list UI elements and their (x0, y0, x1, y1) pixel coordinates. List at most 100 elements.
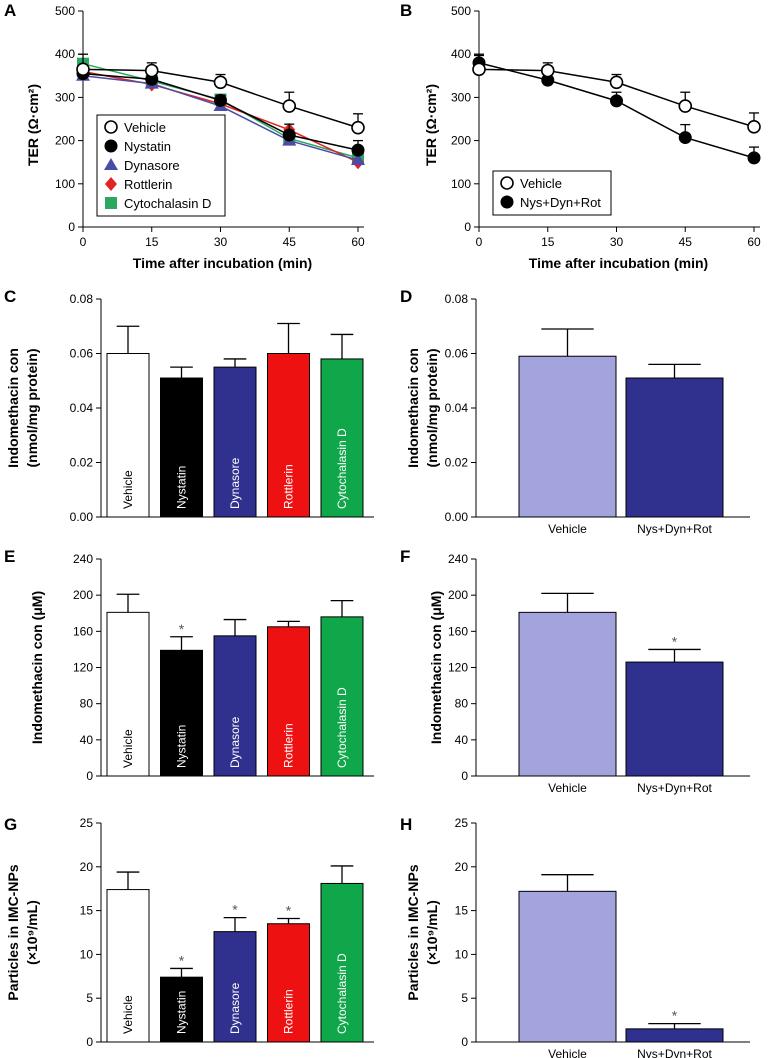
point-nys-dyn-rot (610, 94, 623, 108)
y-tick-label: 160 (73, 624, 93, 638)
legend-box (96, 114, 226, 217)
y-axis-title: Particles in IMC-NPs (405, 864, 421, 1000)
y-tick-label: 0 (464, 220, 471, 234)
legend-label-dynasore: Dynasore (124, 158, 180, 173)
x-tick-label: 45 (283, 235, 297, 249)
bar-label-cytochalasin-d: Cytochalasin D (335, 428, 349, 509)
bar-label-nystatin: Nystatin (175, 725, 189, 768)
bar-label-rottlerin: Rottlerin (282, 723, 296, 768)
y-tick-label: 200 (55, 134, 75, 148)
x-tick-label: 30 (610, 235, 624, 249)
y-tick-label: 160 (448, 624, 468, 638)
point-vehicle (472, 62, 486, 77)
x-tick-label: 45 (679, 235, 693, 249)
bar-rottlerin (267, 353, 310, 518)
y-tick-label: 0.08 (445, 292, 469, 306)
point-nystatin (351, 143, 365, 157)
bar-label-vehicle: Vehicle (121, 470, 135, 509)
legend-label-vehicle: Vehicle (124, 120, 166, 135)
y-tick-label: 0.06 (70, 347, 94, 361)
category-label-nys-dyn-rot: Nys+Dyn+Rot (637, 522, 712, 536)
y-tick-label: 0.02 (70, 456, 94, 470)
legend-label-nys-dyn-rot: Nys+Dyn+Rot (520, 195, 601, 210)
y-tick-label: 10 (455, 947, 469, 961)
point-nys-dyn-rot (678, 131, 692, 145)
y-tick-label: 400 (451, 47, 471, 61)
y-tick-label: 400 (55, 47, 75, 61)
y-axis-title: TER (Ω·cm²) (25, 84, 41, 166)
significance-marker: * (179, 621, 185, 637)
bar-cytochalasin-d (320, 882, 364, 1043)
panel-g: G 0 5 10 15 20 25 Vehicle * Nystatin * Dynasore * Rot… (4, 815, 374, 1049)
panel-a: A 0 100 200 300 400 500 0 15 30 45 60 Time after inc… (4, 1, 365, 271)
y-tick-label: 0 (86, 769, 93, 783)
legend-marker-vehicle (500, 176, 514, 190)
significance-marker: * (672, 1008, 678, 1024)
point-dynasore (351, 153, 365, 166)
point-vehicle (282, 99, 297, 113)
y-tick-label: 80 (80, 697, 94, 711)
y-tick-label: 10 (80, 947, 94, 961)
x-tick-label: 15 (541, 235, 555, 249)
bar-vehicle (106, 889, 150, 1043)
y-tick-label: 25 (455, 816, 469, 830)
legend-label-cytochalasin-d: Cytochalasin D (124, 196, 211, 211)
bar-nys-dyn-rot (625, 1028, 724, 1043)
y-tick-label: 300 (55, 90, 75, 104)
y-tick-label: 20 (80, 860, 94, 874)
y-tick-label: 100 (451, 177, 471, 191)
y-tick-label: 5 (461, 991, 468, 1005)
y-tick-label: 100 (55, 177, 75, 191)
y-axis-title: Particles in IMC-NPs (5, 864, 21, 1000)
y-tick-label: 240 (73, 552, 93, 566)
bar-label-vehicle: Vehicle (121, 729, 135, 768)
legend-marker-dynasore (104, 158, 118, 170)
bar-label-cytochalasin-d: Cytochalasin D (335, 953, 349, 1034)
y-tick-label: 5 (86, 991, 93, 1005)
point-vehicle (76, 62, 90, 77)
bar-nys-dyn-rot (625, 377, 724, 518)
bar-cytochalasin-d (320, 358, 364, 518)
legend-marker-vehicle (104, 120, 118, 134)
significance-marker: * (286, 902, 292, 918)
y-tick-label: 240 (448, 552, 468, 566)
y-tick-label: 20 (455, 860, 469, 874)
bar-dynasore (213, 366, 257, 518)
bar-vehicle (106, 611, 150, 777)
panel-letter: B (400, 1, 412, 20)
bar-vehicle (518, 890, 617, 1043)
y-axis-title: TER (Ω·cm²) (423, 84, 439, 166)
bar-nystatin (160, 377, 203, 518)
legend-label-vehicle: Vehicle (520, 176, 562, 191)
y-tick-label: 0 (86, 1035, 93, 1049)
legend-box (492, 170, 612, 216)
y-axis-title: (×10⁹/mL) (424, 900, 440, 965)
panel-letter: A (4, 1, 16, 20)
bar-dynasore (213, 931, 257, 1043)
y-tick-label: 200 (451, 134, 471, 148)
y-tick-label: 200 (448, 588, 468, 602)
y-tick-label: 300 (451, 90, 471, 104)
y-tick-label: 0.00 (70, 510, 94, 524)
x-tick-label: 15 (145, 235, 159, 249)
bar-label-rottlerin: Rottlerin (282, 989, 296, 1034)
y-tick-label: 0 (461, 769, 468, 783)
y-axis-title: (×10⁹/mL) (24, 900, 40, 965)
panel-letter: C (4, 287, 16, 306)
category-label-nys-dyn-rot: Nys+Dyn+Rot (637, 781, 712, 795)
panel-b: B 0 100 200 300 400 500 0 15 30 45 60 Time after inc… (400, 1, 761, 271)
significance-marker: * (232, 902, 238, 918)
legend-label-rottlerin: Rottlerin (124, 177, 172, 192)
y-tick-label: 40 (455, 733, 469, 747)
y-tick-label: 500 (55, 4, 75, 18)
bar-nys-dyn-rot (625, 661, 724, 777)
point-nystatin (214, 93, 227, 107)
legend-label-nystatin: Nystatin (124, 139, 171, 154)
y-tick-label: 0 (68, 220, 75, 234)
category-label-nys-dyn-rot: Nys+Dyn+Rot (637, 1047, 712, 1058)
legend-marker-cytochalasin-d (105, 197, 117, 209)
point-vehicle (747, 119, 761, 134)
category-label-vehicle: Vehicle (548, 1047, 587, 1058)
y-tick-label: 0.04 (445, 401, 469, 415)
